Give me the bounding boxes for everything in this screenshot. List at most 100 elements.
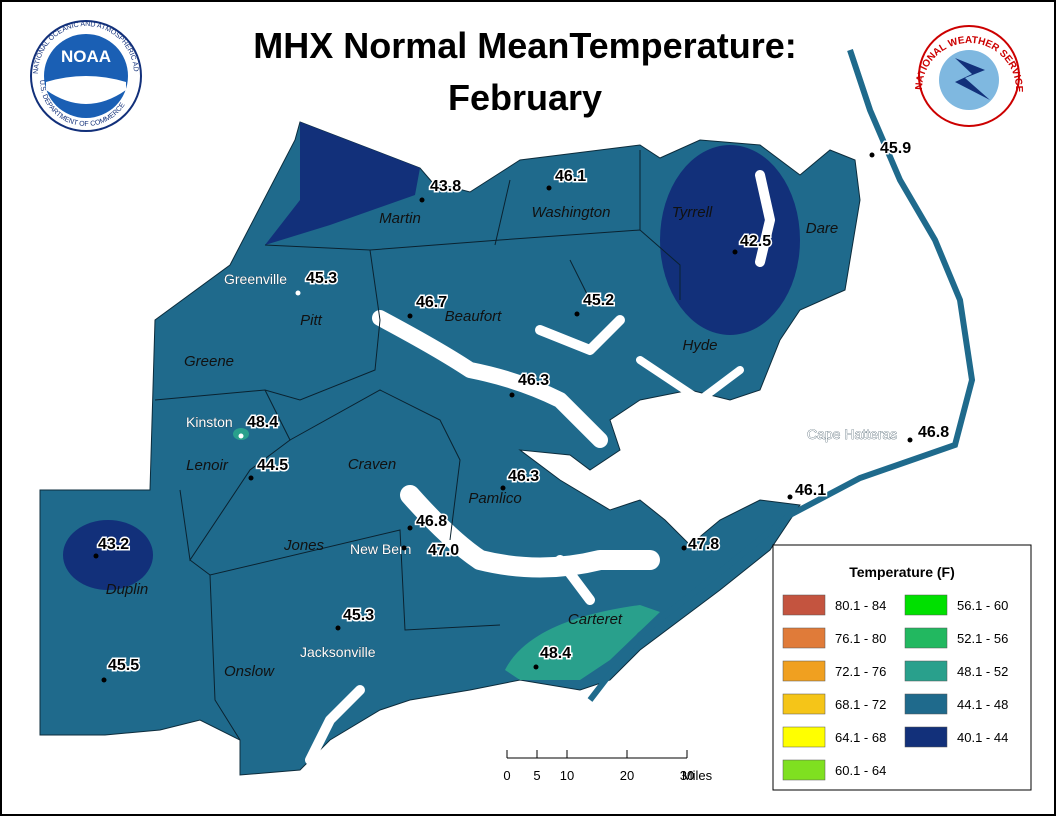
station-dot (238, 433, 244, 439)
city-label: Kinston (186, 414, 233, 430)
legend-title: Temperature (F) (849, 564, 955, 580)
station-value: 46.1 (555, 168, 586, 185)
legend-swatch (904, 660, 948, 682)
county-label: Lenoir (186, 457, 229, 474)
station-dot (787, 494, 793, 500)
county-label: Jones (283, 537, 325, 554)
station-value: 48.4 (247, 414, 278, 431)
city-label: Greenville (224, 271, 287, 287)
station-value: 46.1 (795, 482, 826, 499)
station-dot (500, 485, 506, 491)
legend-swatch (904, 594, 948, 616)
title: February (448, 77, 602, 118)
station-value: 45.5 (108, 657, 139, 674)
outer-banks (587, 49, 976, 702)
station-value: 42.5 (740, 233, 771, 250)
city-label: New Bern (350, 541, 411, 557)
station-value: 43.8 (430, 178, 461, 195)
station-value: 46.7 (416, 294, 447, 311)
station-value: 48.4 (540, 645, 571, 662)
legend-swatch (904, 726, 948, 748)
station-dot (546, 185, 552, 191)
station-value: 44.5 (257, 457, 288, 474)
map-labels: Martin Washington Tyrrell Dare Pitt Beaufort H… (93, 139, 951, 683)
legend-swatch (904, 693, 948, 715)
station-dot (93, 553, 99, 559)
county-label: Washington (532, 204, 611, 221)
station-dot (681, 545, 687, 551)
station-value: 45.3 (343, 607, 374, 624)
legend-swatch (782, 627, 826, 649)
county-label: Onslow (224, 663, 275, 680)
county-label: Tyrrell (672, 204, 713, 221)
scale-label: 5 (533, 768, 540, 783)
legend-swatch (782, 693, 826, 715)
legend-label: 48.1 - 52 (957, 664, 1008, 679)
scale-unit: Miles (682, 768, 713, 783)
station-dot (732, 249, 738, 255)
station-value: 46.3 (518, 372, 549, 389)
legend-label: 80.1 - 84 (835, 598, 886, 613)
legend-label: 64.1 - 68 (835, 730, 886, 745)
scale-label: 0 (503, 768, 510, 783)
station-dot (407, 525, 413, 531)
station-dot (533, 664, 539, 670)
station-value: 43.2 (98, 536, 129, 553)
station-dot (509, 392, 515, 398)
county-label: Duplin (106, 581, 149, 598)
legend-label: 52.1 - 56 (957, 631, 1008, 646)
station-value: 47.8 (688, 536, 719, 553)
legend-swatch (904, 627, 948, 649)
county-label: Dare (806, 220, 839, 237)
station-dot (407, 313, 413, 319)
legend-label: 40.1 - 44 (957, 730, 1008, 745)
station-value: 46.8 (416, 513, 447, 530)
station-dot (574, 311, 580, 317)
station-dot (419, 197, 425, 203)
county-label: Beaufort (445, 308, 503, 325)
station-dot (907, 437, 913, 443)
legend-swatch (782, 660, 826, 682)
cold-zone (660, 145, 800, 335)
logo-text: NOAA (61, 47, 111, 66)
scale-label: 20 (620, 768, 634, 783)
station-dot (335, 625, 341, 631)
legend-label: 56.1 - 60 (957, 598, 1008, 613)
county-label: Pitt (300, 312, 323, 329)
county-lines (154, 150, 681, 741)
legend-swatch (782, 594, 826, 616)
scale-label: 10 (560, 768, 574, 783)
station-dot (101, 677, 107, 683)
city-label: Jacksonville (300, 644, 376, 660)
station-value: 46.8 (918, 424, 949, 441)
legend-label: 44.1 - 48 (957, 697, 1008, 712)
county-label: Hyde (682, 337, 717, 354)
station-dot (869, 152, 875, 158)
station-value: 45.3 (306, 270, 337, 287)
legend-label: 60.1 - 64 (835, 763, 886, 778)
title: MHX Normal MeanTemperature: (253, 25, 796, 66)
city-label: Cape Hatteras (807, 426, 897, 442)
cold-zone (63, 520, 153, 590)
county-label: Craven (348, 456, 396, 473)
warm-zone (505, 605, 660, 680)
water (305, 170, 775, 765)
station-value: 46.3 (508, 468, 539, 485)
station-dot (248, 475, 254, 481)
scale-label: 30 (680, 768, 694, 783)
legend-label: 72.1 - 76 (835, 664, 886, 679)
legend-swatch (782, 759, 826, 781)
nws-logo: NATIONAL WEATHER SERVICE (914, 25, 1024, 127)
cold-zone (265, 122, 420, 245)
station-dot (401, 545, 407, 551)
station-value: 45.2 (583, 292, 614, 309)
station-dot (295, 290, 301, 296)
station-value: 45.9 (880, 140, 911, 157)
station-value: 47.0 (428, 542, 459, 559)
legend-swatch (782, 726, 826, 748)
legend-label: 76.1 - 80 (835, 631, 886, 646)
county-label: Greene (184, 353, 234, 370)
county-label: Carteret (568, 611, 623, 628)
legend-label: 68.1 - 72 (835, 697, 886, 712)
